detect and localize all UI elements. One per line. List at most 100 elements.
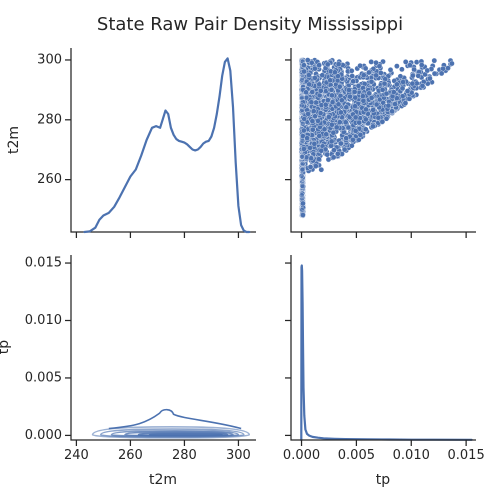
scatter-point bbox=[362, 65, 369, 72]
scatter-point bbox=[312, 65, 318, 72]
scatter-point bbox=[326, 114, 332, 120]
scatter-point bbox=[300, 120, 306, 127]
scatter-point bbox=[373, 72, 379, 79]
scatter-point bbox=[375, 114, 382, 121]
scatter-point bbox=[307, 145, 313, 151]
scatter-point bbox=[357, 62, 363, 69]
panel-kde2d-yticks: 0.000 0.005 0.010 0.015 bbox=[25, 256, 71, 443]
scatter-point bbox=[318, 166, 325, 173]
scatter-point bbox=[301, 68, 307, 75]
scatter-point bbox=[304, 57, 311, 63]
p3-ytick-label-1: 0.005 bbox=[25, 370, 62, 385]
scatter-point bbox=[399, 66, 405, 73]
scatter-point bbox=[299, 94, 305, 101]
scatter-point bbox=[352, 94, 359, 101]
scatter-point bbox=[400, 79, 406, 85]
scatter-point bbox=[355, 83, 362, 89]
scatter-point bbox=[391, 89, 397, 95]
scatter-point bbox=[301, 146, 307, 152]
scatter-point bbox=[424, 67, 431, 74]
scatter-point bbox=[324, 151, 330, 158]
chart-title: State Raw Pair Density Mississippi bbox=[97, 14, 403, 35]
xlabel-tp: tp bbox=[376, 472, 390, 488]
scatter-point bbox=[357, 132, 364, 138]
scatter-point bbox=[368, 78, 375, 85]
scatter-point bbox=[346, 87, 352, 93]
scatter-point bbox=[329, 99, 336, 105]
panel-diag-t2m-yticks: 260 280 300 bbox=[37, 52, 71, 187]
scatter-point bbox=[379, 118, 386, 125]
scatter-point bbox=[370, 123, 376, 130]
scatter-point bbox=[349, 73, 355, 79]
scatter-point bbox=[298, 173, 305, 179]
scatter-point bbox=[299, 166, 306, 173]
panel-diag-tp-spines bbox=[290, 255, 476, 441]
scatter-point bbox=[336, 83, 343, 90]
scatter-point bbox=[323, 131, 329, 138]
scatter-point bbox=[310, 126, 316, 133]
scatter-point bbox=[383, 90, 390, 97]
scatter-point bbox=[329, 121, 335, 128]
scatter-point bbox=[366, 90, 372, 97]
p4-xtick-label-1: 0.005 bbox=[338, 448, 375, 463]
scatter-point bbox=[308, 99, 315, 106]
p3-ytick-label-2: 0.010 bbox=[25, 313, 62, 328]
scatter-point bbox=[305, 111, 311, 117]
kde2d-contour-level-5 bbox=[148, 433, 224, 437]
panel-diag-t2m-xticks bbox=[75, 232, 240, 238]
scatter-point bbox=[383, 115, 390, 122]
scatter-point bbox=[313, 99, 319, 106]
p4-xtick-label-0: 0.000 bbox=[283, 448, 320, 463]
scatter-point bbox=[328, 138, 335, 145]
scatter-point bbox=[299, 207, 305, 213]
p3-ytick-label-3: 0.015 bbox=[25, 256, 62, 271]
xlabel-t2m: t2m bbox=[149, 472, 177, 488]
scatter-point bbox=[351, 89, 358, 95]
scatter-point bbox=[449, 60, 455, 67]
scatter-point bbox=[413, 59, 420, 65]
scatter-point bbox=[332, 69, 338, 76]
scatter-point bbox=[319, 72, 326, 78]
scatter-point bbox=[316, 92, 323, 99]
kde2d-contour-level-0 bbox=[91, 425, 251, 439]
scatter-point bbox=[325, 97, 331, 103]
scatter-point bbox=[387, 67, 394, 73]
p3-ytick-label-0: 0.000 bbox=[25, 428, 62, 443]
scatter-point bbox=[350, 137, 356, 143]
scatter-point bbox=[438, 70, 445, 77]
scatter-point bbox=[341, 146, 348, 153]
scatter-point bbox=[299, 153, 306, 160]
panel-kde2d-xticks: 240 260 280 300 bbox=[64, 440, 251, 463]
scatter-point bbox=[299, 192, 305, 199]
scatter-point bbox=[373, 59, 379, 66]
scatter-point bbox=[322, 101, 329, 108]
scatter-point bbox=[321, 126, 328, 133]
scatter-point bbox=[318, 88, 324, 94]
scatter-point bbox=[299, 137, 306, 144]
scatter-point bbox=[299, 102, 305, 109]
scatter-point bbox=[407, 62, 413, 68]
scatter-points bbox=[298, 57, 455, 219]
scatter-point bbox=[366, 69, 372, 76]
panel-diag-t2m-left-spine bbox=[70, 48, 256, 233]
scatter-point bbox=[309, 89, 316, 95]
scatter-point bbox=[313, 163, 319, 169]
scatter-point bbox=[348, 68, 355, 74]
scatter-point bbox=[368, 59, 374, 65]
ylabel-t2m: t2m bbox=[6, 126, 22, 154]
scatter-point bbox=[397, 73, 404, 80]
scatter-point bbox=[306, 81, 312, 88]
scatter-point bbox=[301, 127, 307, 134]
scatter-point bbox=[404, 88, 411, 94]
scatter-point bbox=[309, 118, 316, 124]
kde2d-contours bbox=[91, 408, 251, 439]
scatter-point bbox=[337, 119, 343, 125]
scatter-point bbox=[345, 124, 352, 131]
scatter-point bbox=[304, 135, 310, 141]
scatter-point bbox=[315, 118, 321, 124]
scatter-point bbox=[324, 61, 331, 68]
scatter-point bbox=[310, 108, 317, 114]
scatter-point bbox=[342, 119, 349, 126]
scatter-point bbox=[402, 59, 409, 65]
panel-kde2d-tp-vs-t2m: 0.000 0.005 0.010 0.015 240 260 280 300 tp t2m bbox=[0, 255, 256, 488]
